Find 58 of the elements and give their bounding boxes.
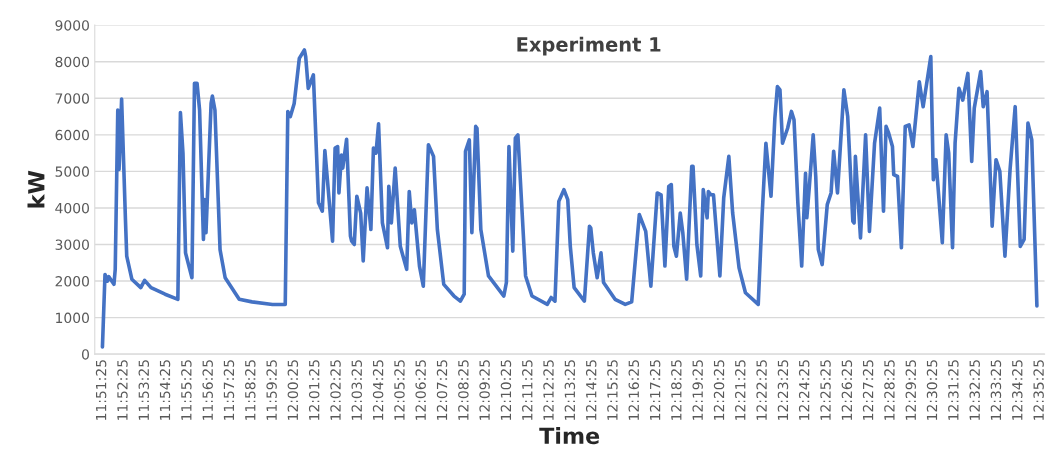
y-tick-label: 0: [81, 349, 89, 360]
x-tick-label: 12:05:25: [394, 360, 405, 420]
x-tick-label: 12:25:25: [820, 360, 831, 420]
x-tick-label: 12:33:25: [990, 360, 1002, 420]
x-tick-label: 11:57:25: [223, 360, 235, 420]
y-tick-label: 5000: [55, 166, 89, 177]
x-tick-label: 12:27:25: [862, 360, 874, 420]
x-tick-label: 12:01:25: [308, 360, 320, 420]
x-tick-label: 12:15:25: [607, 360, 618, 420]
x-tick-label: 12:11:25: [522, 360, 533, 420]
x-tick-label: 12:20:25: [713, 360, 725, 420]
x-tick-label: 12:21:25: [735, 360, 746, 420]
x-tick-label: 11:55:25: [181, 360, 192, 420]
x-tick-label: 12:04:25: [372, 360, 384, 420]
x-tick-label: 12:30:25: [926, 360, 938, 420]
x-tick-label: 12:24:25: [798, 360, 810, 420]
x-tick-label: 12:02:25: [330, 360, 341, 420]
x-tick-label: 12:26:25: [841, 360, 853, 420]
x-tick-label: 12:09:25: [479, 360, 490, 420]
x-tick-label: 12:03:25: [351, 360, 363, 420]
x-tick-label: 11:59:25: [266, 360, 277, 420]
x-tick-label: 12:10:25: [500, 360, 512, 420]
x-tick-label: 12:29:25: [905, 360, 917, 420]
y-tick-label: 4000: [55, 202, 89, 214]
y-tick-label: 3000: [55, 239, 89, 250]
x-tick-label: 12:08:25: [458, 360, 469, 420]
x-tick-label: 12:13:25: [564, 360, 576, 420]
x-tick-label: 12:12:25: [543, 360, 554, 420]
x-tick-label: 11:58:25: [245, 360, 256, 420]
x-tick-label: 12:34:25: [1012, 360, 1023, 420]
y-tick-label: 6000: [55, 129, 89, 141]
x-tick-label: 12:31:25: [948, 360, 959, 420]
x-tick-label: 11:51:25: [95, 360, 107, 420]
x-tick-label: 12:00:25: [287, 360, 299, 420]
x-tick-label: 12:35:25: [1033, 360, 1044, 420]
y-tick-label: 9000: [55, 20, 89, 31]
text: Experiment 1: [517, 36, 661, 56]
x-axis-title: Time: [539, 426, 600, 445]
x-tick-label: 12:22:25: [756, 360, 767, 420]
x-tick-label: 12:32:25: [969, 360, 980, 420]
x-tick-label: 11:52:25: [117, 360, 128, 420]
x-tick-label: 12:07:25: [436, 360, 448, 420]
y-tick-label: 8000: [55, 56, 89, 68]
y-tick-label: 7000: [55, 93, 89, 104]
y-tick-label: 2000: [55, 276, 89, 287]
x-tick-label: 12:18:25: [671, 360, 682, 420]
x-tick-label: 12:23:25: [777, 360, 789, 420]
x-tick-label: 12:28:25: [884, 360, 895, 420]
x-tick-label: 11:56:25: [202, 360, 213, 420]
x-tick-label: 11:54:25: [159, 360, 171, 420]
y-tick-label: 1000: [56, 312, 89, 324]
x-tick-label: 12:14:25: [585, 360, 597, 420]
x-tick-label: 11:53:25: [138, 360, 150, 420]
x-tick-label: 12:16:25: [628, 360, 640, 420]
y-axis-title: kW: [27, 170, 45, 208]
x-tick-label: 12:19:25: [692, 360, 703, 420]
x-tick-label: 12:17:25: [649, 360, 661, 420]
x-tick-label: 12:06:25: [415, 360, 426, 420]
